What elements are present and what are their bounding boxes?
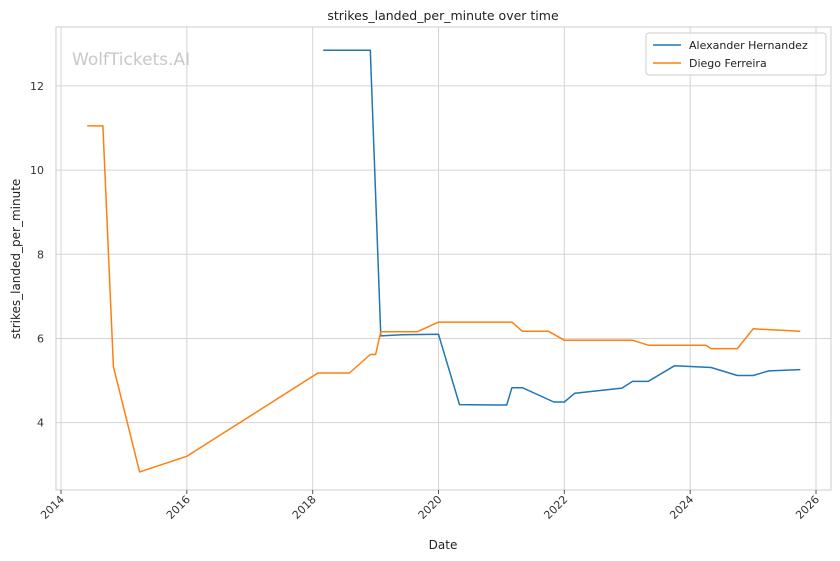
watermark: WolfTickets.AI — [72, 50, 190, 70]
y-tick-label: 6 — [37, 332, 44, 345]
y-tick-label: 4 — [37, 417, 44, 430]
legend-label: Diego Ferreira — [689, 57, 767, 70]
y-axis: 4 6 8 10 12 — [30, 80, 44, 430]
series-line-0 — [323, 49, 801, 406]
legend-box — [645, 32, 827, 76]
series-line-1 — [87, 125, 801, 473]
legend: Alexander Hernandez Diego Ferreira — [645, 32, 827, 76]
y-axis-title: strikes_landed_per_minute — [9, 179, 23, 340]
chart-title: strikes_landed_per_minute over time — [327, 8, 559, 23]
y-tick-label: 12 — [30, 80, 44, 93]
series-layer — [87, 49, 801, 473]
x-axis-title: Date — [429, 538, 458, 552]
y-tick-label: 8 — [37, 248, 44, 261]
grid-lines — [56, 27, 831, 490]
legend-label: Alexander Hernandez — [689, 39, 808, 52]
plot-area-border — [55, 26, 832, 491]
y-tick-label: 10 — [30, 164, 44, 177]
